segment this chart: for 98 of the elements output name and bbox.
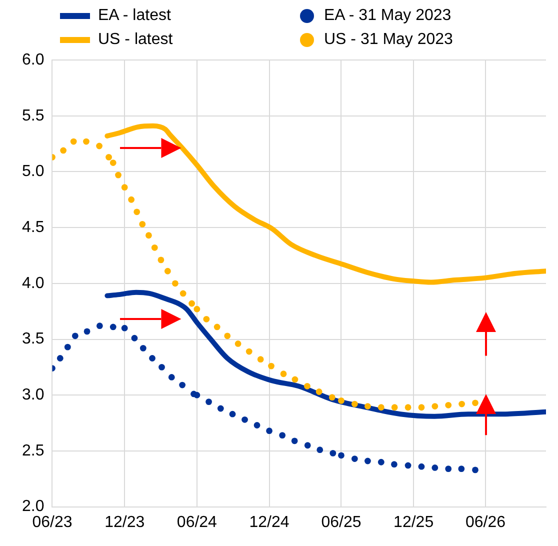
point (246, 348, 252, 355)
point (172, 280, 178, 287)
point (84, 328, 90, 335)
point (364, 458, 371, 464)
point (390, 461, 398, 468)
point (291, 438, 298, 444)
point (351, 400, 358, 408)
point (214, 324, 220, 330)
y-tick-label: 5.5 (22, 107, 44, 124)
point (206, 398, 212, 405)
point (140, 344, 146, 352)
point (158, 256, 164, 264)
y-tick-label: 5.0 (22, 163, 44, 180)
point (257, 356, 264, 363)
y-tick-label: 3.0 (22, 386, 44, 404)
point (304, 382, 310, 390)
point (60, 147, 67, 154)
point (194, 306, 200, 312)
point (96, 142, 102, 150)
point (254, 422, 260, 428)
x-tick-label: 06/26 (465, 514, 506, 531)
point (106, 154, 112, 160)
point (188, 300, 195, 307)
point (304, 442, 311, 449)
x-tick-label: 12/24 (249, 514, 290, 531)
point (418, 463, 425, 470)
point (70, 138, 77, 145)
point (351, 456, 358, 462)
point (378, 458, 384, 466)
point (229, 410, 236, 418)
point (316, 446, 324, 454)
y-tick-label: 3.5 (22, 330, 44, 348)
point (338, 452, 344, 459)
point (364, 403, 371, 410)
point (194, 392, 200, 398)
point (338, 397, 344, 404)
point (128, 196, 135, 203)
point (56, 355, 64, 362)
point (472, 466, 478, 474)
point (168, 374, 175, 380)
y-tick-label: 4.5 (22, 218, 44, 236)
point (217, 405, 224, 412)
point (180, 290, 186, 297)
point (234, 340, 242, 347)
point (378, 404, 384, 411)
x-tick-label: 06/24 (176, 514, 218, 531)
point (328, 394, 336, 401)
x-tick-label: 12/23 (104, 514, 145, 531)
point (149, 355, 156, 362)
point (266, 428, 272, 434)
x-tick-label: 12/25 (394, 514, 434, 531)
point (458, 466, 465, 472)
point (64, 344, 71, 350)
legend-label: EA - latest (98, 7, 171, 25)
point (280, 370, 287, 378)
point (224, 332, 231, 340)
point (110, 160, 116, 166)
point (158, 364, 165, 370)
point (131, 334, 138, 342)
point (203, 316, 210, 322)
legend-label: US - 31 May 2023 (324, 31, 453, 49)
point (432, 464, 438, 471)
point (330, 450, 336, 456)
y-tick-label: 2.0 (22, 498, 44, 516)
point (121, 184, 128, 191)
y-tick-label: 6.0 (22, 51, 44, 68)
point (151, 244, 158, 251)
point (445, 466, 452, 472)
y-tick-label: 2.5 (22, 442, 44, 460)
point (458, 400, 465, 408)
point (316, 388, 322, 395)
point (445, 402, 452, 408)
point (115, 172, 122, 178)
point (164, 268, 171, 274)
point (404, 404, 412, 411)
point (134, 208, 140, 216)
point (139, 221, 146, 228)
point (179, 382, 186, 388)
point (432, 403, 438, 410)
point (268, 362, 274, 370)
point (472, 400, 478, 406)
x-tick-label: 06/25 (321, 514, 362, 531)
legend-label: US - latest (98, 31, 173, 49)
point (418, 404, 425, 411)
point (242, 416, 248, 423)
point (146, 232, 152, 239)
point (72, 332, 78, 340)
y-tick-label: 4.0 (22, 274, 44, 292)
x-tick-label: 06/23 (32, 514, 72, 531)
point (83, 138, 90, 145)
point (96, 322, 103, 330)
point (292, 376, 298, 383)
point (121, 324, 128, 332)
legend-label: EA - 31 May 2023 (324, 7, 452, 25)
point (110, 324, 116, 330)
point (279, 432, 286, 439)
point (404, 462, 412, 469)
point (391, 404, 398, 411)
